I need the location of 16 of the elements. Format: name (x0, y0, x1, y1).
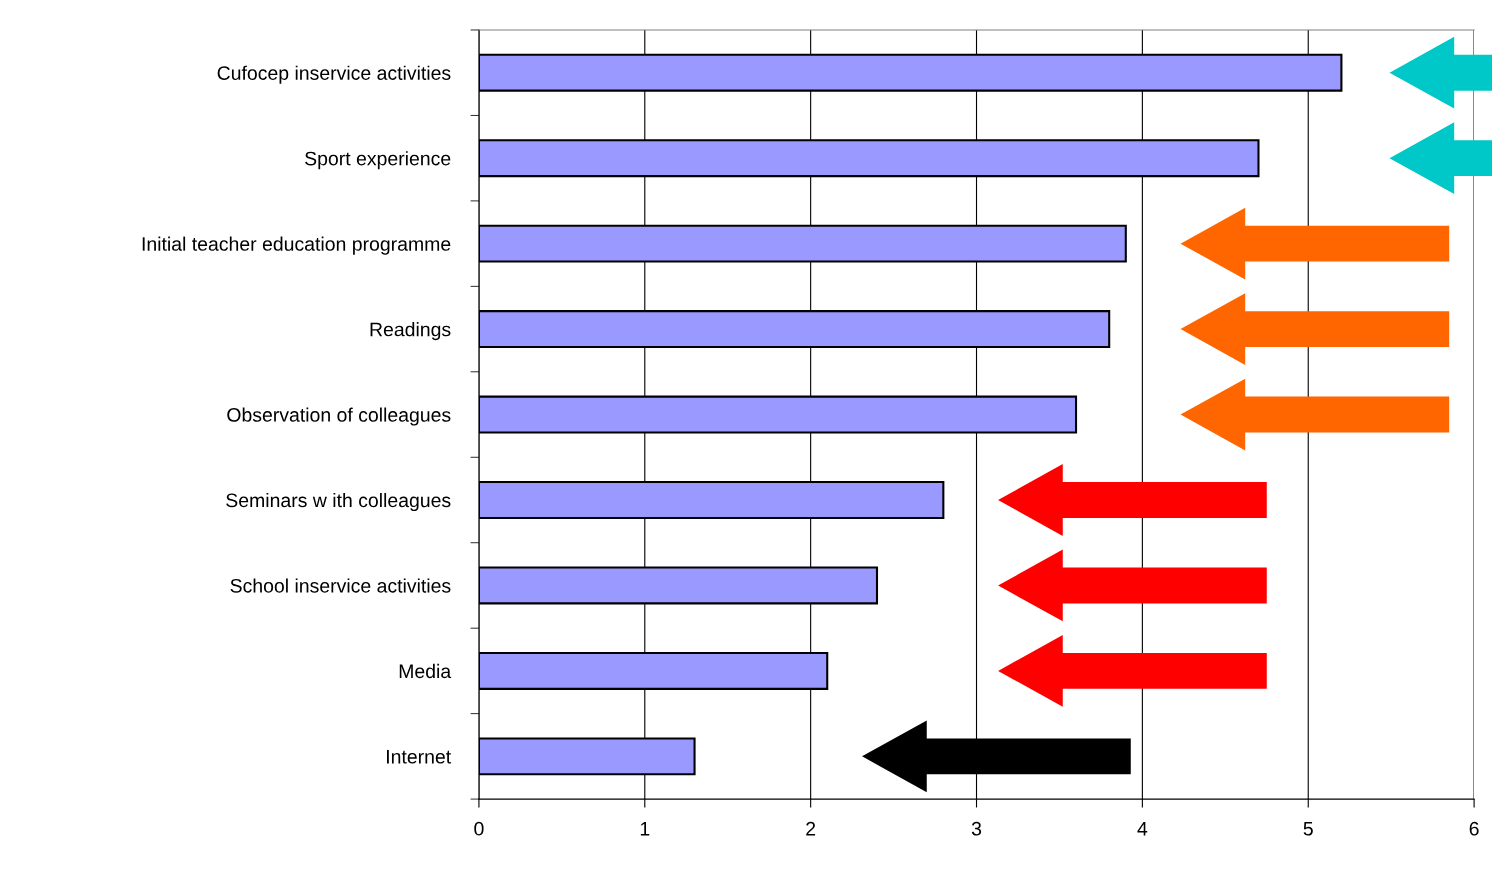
x-tick-label: 0 (474, 821, 484, 836)
y-tick-label: Readings (370, 322, 451, 341)
y-tick-label: Media (399, 663, 452, 679)
x-tick-label: 6 (1469, 821, 1479, 836)
x-tick-label: 3 (971, 821, 982, 836)
y-tick-label: Observation of colleagues (227, 407, 451, 426)
y-tick-label: Seminars w ith colleagues (226, 492, 451, 512)
x-tick-label: 4 (1137, 822, 1148, 836)
y-tick-label: School inservice activities (230, 578, 451, 593)
x-tick-label: 5 (1303, 822, 1313, 836)
x-tick-label: 1 (640, 822, 650, 836)
y-tick-label: Initial teacher education programme (142, 236, 451, 255)
x-tick-label: 2 (806, 821, 816, 836)
y-tick-label: Sport experience (305, 151, 451, 170)
y-tick-label: Cufocep inservice activities (217, 65, 451, 84)
y-tick-label: Internet (387, 750, 452, 764)
